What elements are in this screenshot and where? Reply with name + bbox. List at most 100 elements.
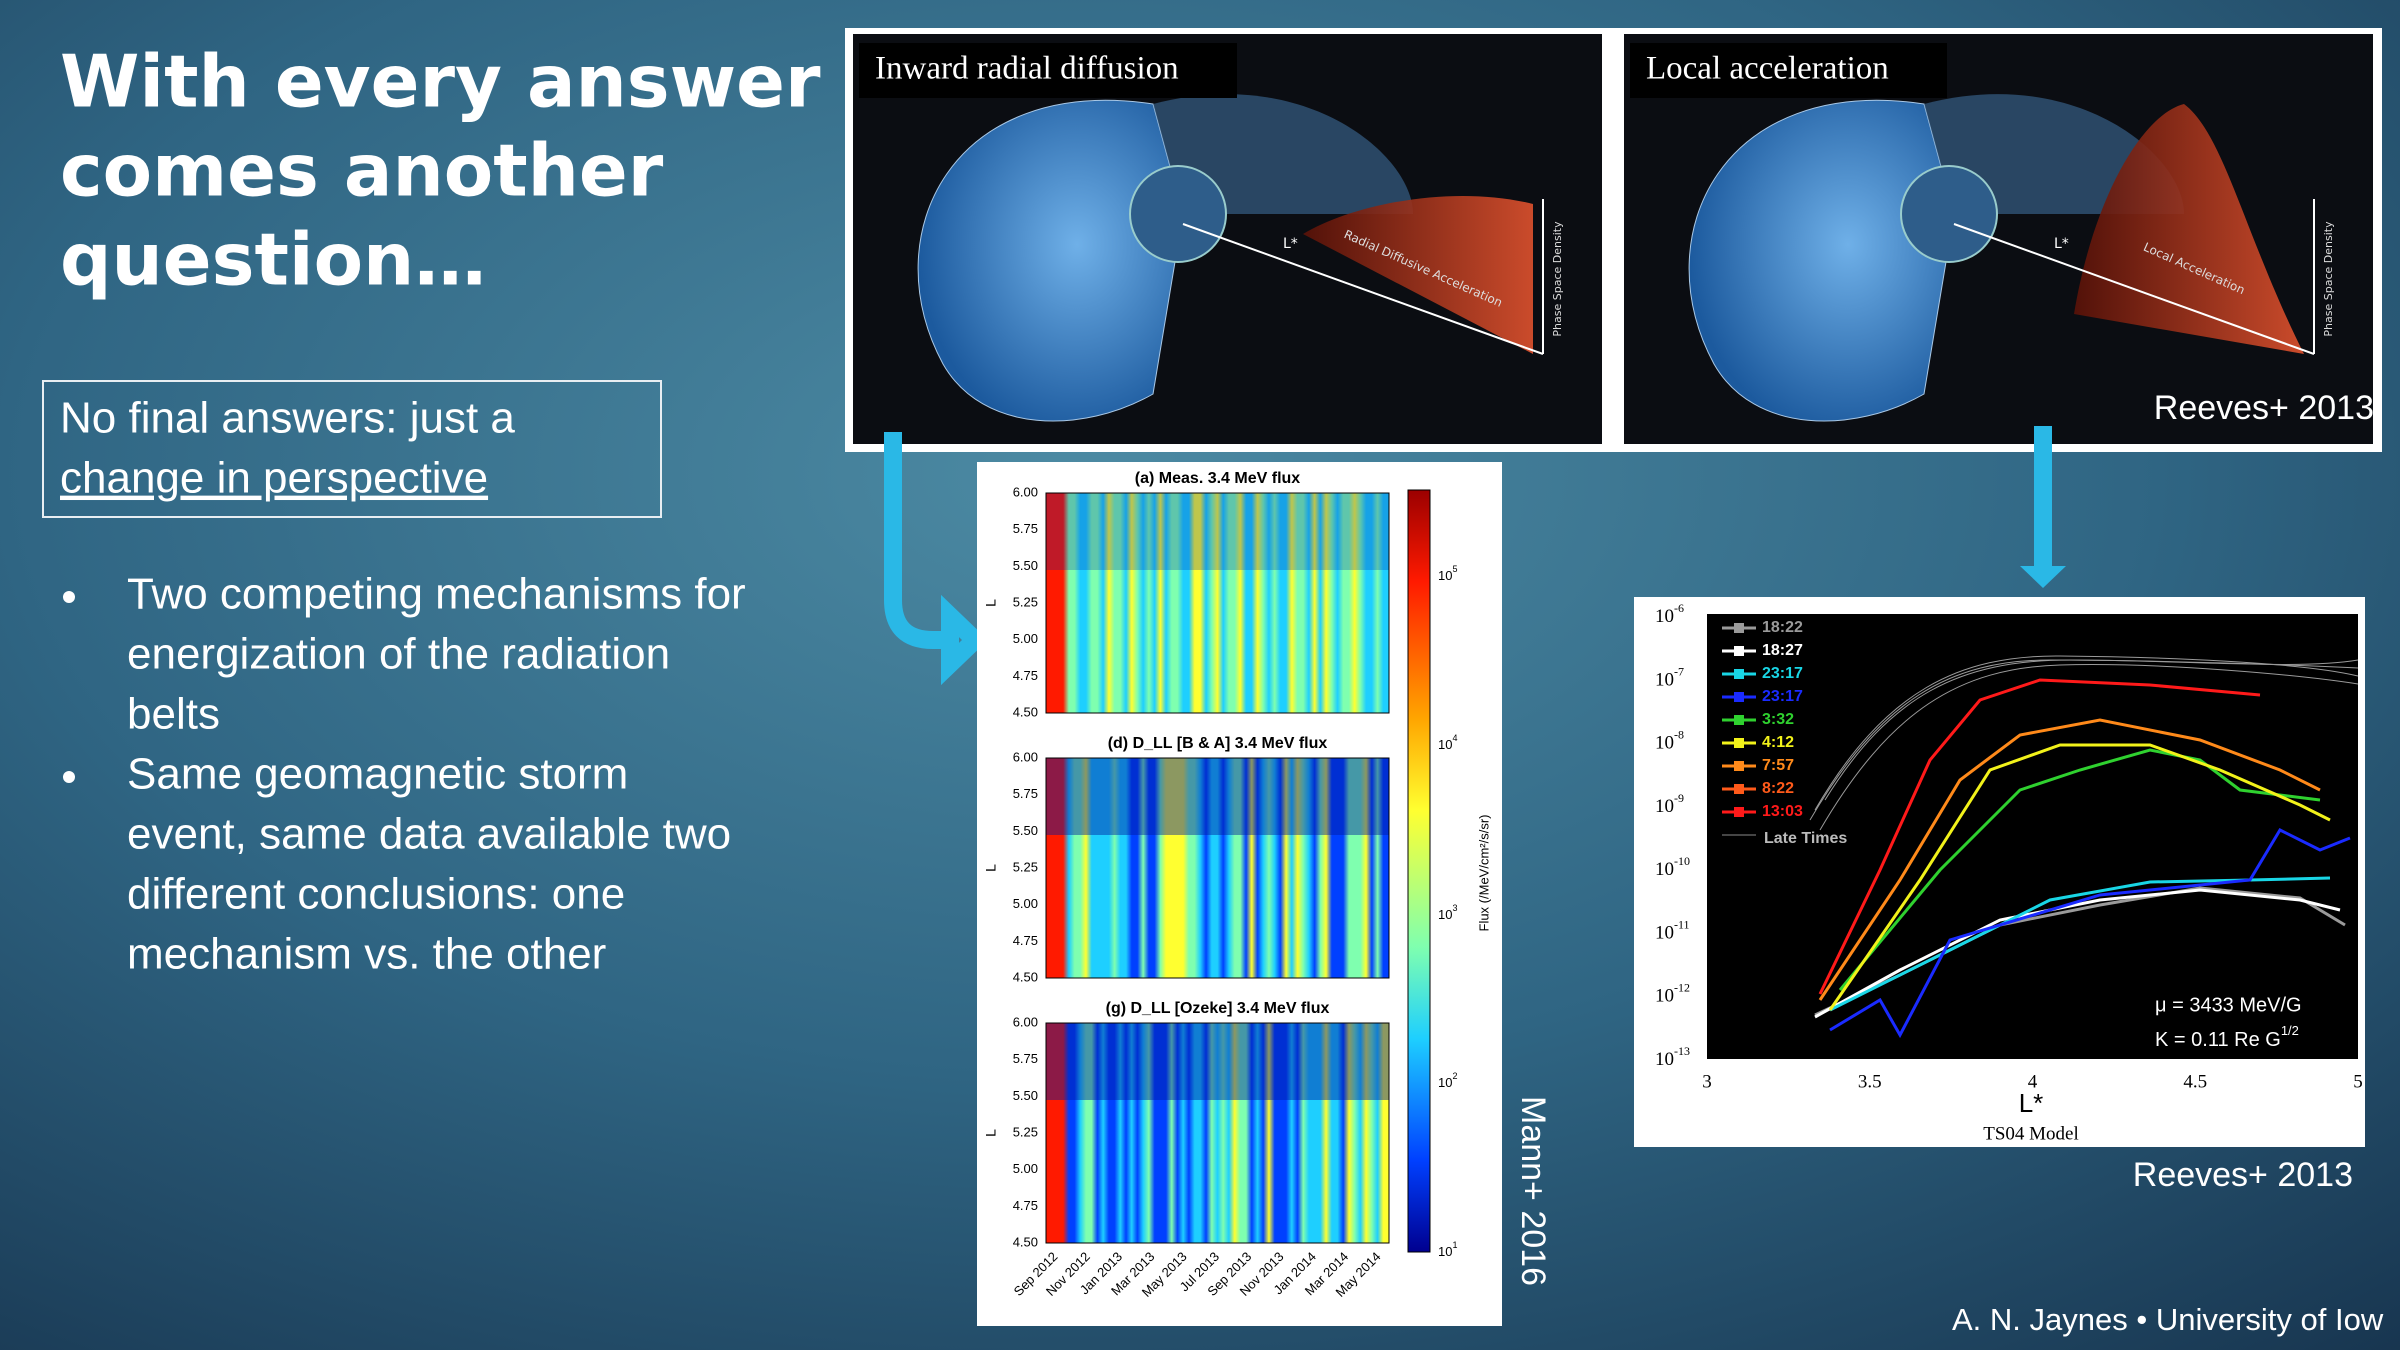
tick-base: 10 <box>1438 568 1452 583</box>
legend-marker <box>1734 738 1744 748</box>
y-tick-label: 10-6 <box>1655 601 1684 628</box>
psd-profile <box>1303 195 1533 354</box>
tick-exp: 3 <box>1452 903 1457 913</box>
y-tick-label: 5.75 <box>1013 1051 1038 1066</box>
credit: Reeves+ 2013 <box>2133 1156 2353 1194</box>
y-tick-label: 5.00 <box>1013 1161 1038 1176</box>
tick-base: 10 <box>1655 606 1674 627</box>
earth <box>1900 165 1998 263</box>
footer: A. N. Jaynes • University of Iow <box>1952 1302 2384 1337</box>
y-tick-label: 4.50 <box>1013 969 1038 984</box>
arrow <box>884 432 988 686</box>
arrow-head <box>2020 566 2066 588</box>
earth <box>1129 165 1227 263</box>
magnetosphere <box>917 99 1184 422</box>
legend-label: 7:57 <box>1762 757 1794 774</box>
tick-exp: -13 <box>1674 1044 1690 1058</box>
flux-panels: (a) Meas. 3.4 MeV flux 6.00 5.75 5.50 5.25 5.… <box>983 470 1492 1300</box>
bullet-text: event, same data available two <box>127 810 731 859</box>
y-tick-label: 10-7 <box>1655 664 1684 691</box>
callout-link[interactable]: change in perspective <box>60 454 488 503</box>
y-tick-label: 4.75 <box>1013 933 1038 948</box>
tick-base: 10 <box>1655 733 1674 754</box>
colorbar-tick-label: 105 <box>1438 564 1457 583</box>
y-tick-label: 6.00 <box>1013 749 1038 764</box>
title-line: question… <box>60 218 486 302</box>
late-time-curves <box>1809 655 2359 831</box>
panel-frame <box>1045 1022 1390 1244</box>
tick-exp: -8 <box>1674 727 1684 741</box>
mu-label: μ = 3433 MeV/G <box>2155 994 2302 1016</box>
y-tick-label: 4.50 <box>1013 1234 1038 1249</box>
y-tick-label: 10-12 <box>1655 980 1690 1007</box>
tick-exp: -7 <box>1674 664 1684 678</box>
y-tick-label: 4.50 <box>1013 704 1038 719</box>
colorbar-tick-label: 101 <box>1438 1240 1457 1259</box>
tick-base: 10 <box>1655 860 1674 881</box>
y-tick-label: 5.50 <box>1013 558 1038 573</box>
bullet-dot <box>63 771 75 783</box>
tick-base: 10 <box>1655 986 1674 1007</box>
panel-label: Inward radial diffusion <box>875 51 1179 87</box>
tick-exp: 2 <box>1452 1071 1457 1081</box>
tick-exp: 4 <box>1452 733 1457 743</box>
bullet-text: belts <box>127 690 220 739</box>
y-tick-label: 6.00 <box>1013 484 1038 499</box>
colorbar-tick-label: 103 <box>1438 903 1457 922</box>
y-tick-label: 5.75 <box>1013 521 1038 536</box>
tick-base: 10 <box>1438 1244 1452 1259</box>
legend-marker <box>1734 692 1744 702</box>
legend-label: 8:22 <box>1762 780 1794 797</box>
panel-title: (g) D_LL [Ozeke] 3.4 MeV flux <box>1106 1000 1330 1017</box>
y-tick-label: 5.25 <box>1013 1124 1038 1139</box>
heatmap <box>1046 758 1389 978</box>
tick-exp: -6 <box>1674 601 1684 615</box>
y-tick-label: 10-9 <box>1655 791 1684 818</box>
y-axis-label: L <box>983 864 999 872</box>
y-tick-label: 10-13 <box>1655 1044 1690 1071</box>
y-tick-label: 5.00 <box>1013 896 1038 911</box>
y-tick-label: 4.75 <box>1013 1198 1038 1213</box>
y-tick-label: 5.50 <box>1013 1088 1038 1103</box>
tick-exp: -9 <box>1674 791 1684 805</box>
panel-title: (a) Meas. 3.4 MeV flux <box>1135 470 1300 487</box>
y-tick-label: 5.50 <box>1013 823 1038 838</box>
label-box <box>1630 43 1947 98</box>
lstar-label: L* <box>2054 236 2069 252</box>
panel-label: Local acceleration <box>1646 51 1889 87</box>
x-tick-label: 3.5 <box>1858 1071 1882 1092</box>
colorbar-tick-label: 104 <box>1438 733 1457 752</box>
y-axis-label: L <box>983 599 999 607</box>
tick-base: 10 <box>1438 907 1452 922</box>
tick-exp: -12 <box>1674 980 1690 994</box>
y-tick-label: 6.00 <box>1013 1014 1038 1029</box>
y-tick-label: 5.25 <box>1013 859 1038 874</box>
psd-plot <box>1707 614 2358 1059</box>
axis-label: Phase Space Density <box>2322 221 2335 337</box>
legend-marker <box>1734 623 1744 633</box>
panel-title: (d) D_LL [B & A] 3.4 MeV flux <box>1108 735 1328 752</box>
legend-marker <box>1734 807 1744 817</box>
legend-marker <box>1734 669 1744 679</box>
axis-label: Phase Space Density <box>1551 221 1564 337</box>
bullet-text: mechanism vs. the other <box>127 930 606 979</box>
title-line: comes another <box>60 129 664 213</box>
lstar-label: L* <box>1283 236 1298 252</box>
colorbar-tick-label: 102 <box>1438 1071 1457 1090</box>
tick-base: 10 <box>1655 670 1674 691</box>
tick-base: 10 <box>1438 737 1452 752</box>
y-tick-label: 10-8 <box>1655 727 1684 754</box>
tick-exp: 5 <box>1452 564 1457 574</box>
y-tick-label: 10-10 <box>1655 854 1690 881</box>
legend-label: 23:17 <box>1762 688 1803 705</box>
colorbar-label: Flux (/MeV/cm²/s/sr) <box>1476 815 1491 932</box>
y-tick-label: 10-11 <box>1655 917 1690 944</box>
legend-marker <box>1734 761 1744 771</box>
x-tick-label: 4 <box>2028 1071 2038 1092</box>
y-axis-label: L <box>983 1129 999 1137</box>
legend-marker <box>1734 784 1744 794</box>
k-base: K = 0.11 Re G <box>2155 1029 2281 1051</box>
y-tick-label: 5.25 <box>1013 594 1038 609</box>
callout-text: No final answers: just a <box>60 394 515 443</box>
legend-marker <box>1734 715 1744 725</box>
